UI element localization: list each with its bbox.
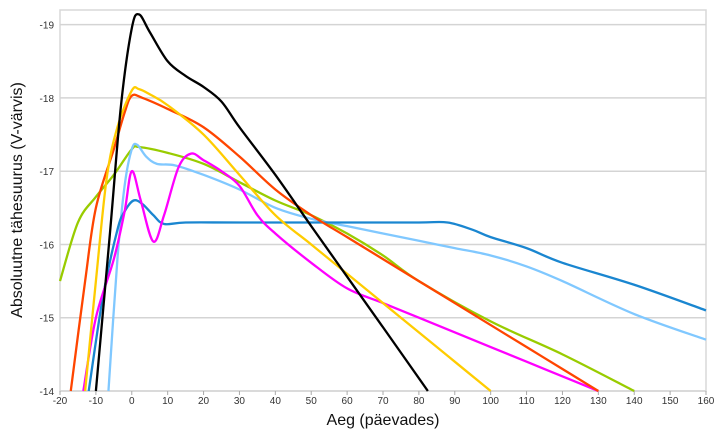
- y-tick-label: -17: [40, 167, 55, 178]
- x-tick-label: 100: [482, 396, 499, 407]
- y-tick-label: -16: [40, 240, 55, 251]
- series-line-5: [83, 86, 492, 392]
- x-axis-label: Aeg (päevades): [327, 412, 440, 429]
- axes: -19 -18 -17 -16 -15 -14-20 -10 0 10 20 30 40 50 60 70 8…: [40, 21, 715, 407]
- y-axis-label: Absoluutne tähesuurus (V-värvis): [9, 82, 26, 318]
- x-tick-label: 30: [234, 396, 246, 407]
- x-tick-label: 90: [449, 396, 461, 407]
- y-tick-label: -19: [40, 21, 55, 32]
- grid: [59, 9, 707, 392]
- x-tick-label: 40: [270, 396, 282, 407]
- x-tick-label: 80: [413, 396, 425, 407]
- x-tick-label: 140: [626, 396, 643, 407]
- series-line-6: [94, 13, 429, 392]
- x-tick-label: 160: [698, 396, 715, 407]
- series-line-0: [58, 145, 635, 393]
- x-tick-label: 110: [519, 396, 535, 407]
- x-tick-label: -20: [53, 396, 68, 407]
- series-line-4: [69, 93, 599, 392]
- y-tick-label: -18: [40, 94, 55, 105]
- series-line-3: [82, 152, 599, 393]
- plot-frame: [59, 9, 707, 392]
- series-group: [58, 13, 707, 393]
- x-tick-label: 120: [554, 396, 571, 407]
- series-line-1: [107, 142, 707, 392]
- x-tick-label: 70: [377, 396, 389, 407]
- x-tick-label: 0: [129, 396, 135, 407]
- x-tick-label: 50: [306, 396, 318, 407]
- x-tick-label: 150: [662, 396, 679, 407]
- y-tick-label: -14: [40, 387, 55, 398]
- x-tick-label: 20: [198, 396, 210, 407]
- x-tick-label: 130: [590, 396, 607, 407]
- series-line-2: [87, 199, 707, 392]
- x-tick-label: 60: [342, 396, 354, 407]
- y-tick-label: -15: [40, 314, 55, 325]
- x-tick-label: 10: [162, 396, 174, 407]
- x-tick-label: -10: [89, 396, 104, 407]
